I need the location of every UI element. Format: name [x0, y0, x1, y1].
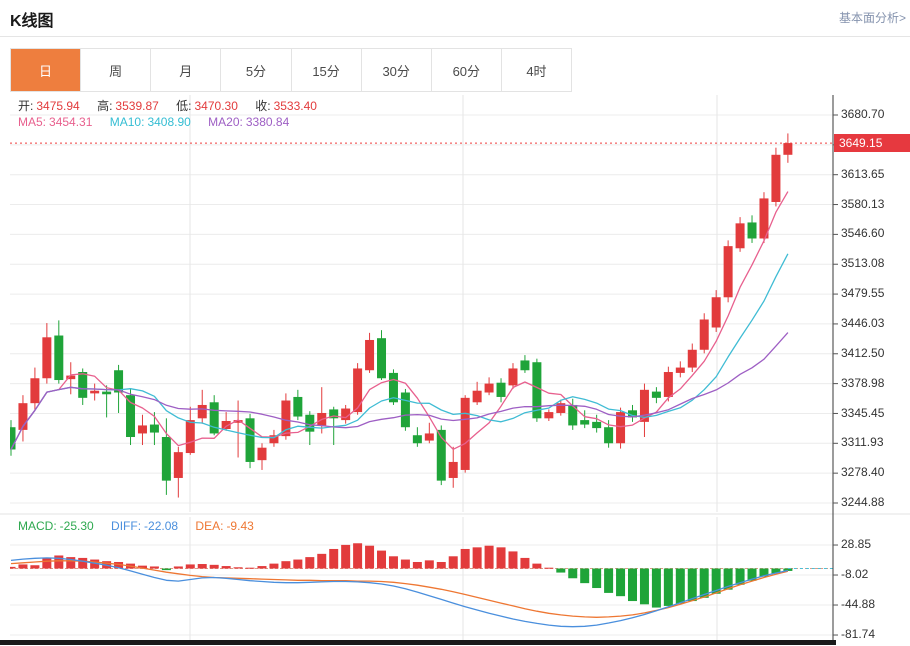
fundamental-analysis-link[interactable]: 基本面分析> [838, 11, 906, 25]
price-axis-label: 3546.60 [841, 226, 885, 241]
tab-5min[interactable]: 5分 [221, 49, 292, 91]
ma20-value: 3380.84 [245, 115, 290, 129]
ma5-value: 3454.31 [49, 115, 93, 129]
open-label: 开: [18, 99, 34, 113]
price-axis-label: 3378.98 [841, 375, 885, 390]
close-value: 3533.40 [273, 99, 317, 113]
current-price-tag: 3649.15 [834, 134, 910, 153]
tab-4hour[interactable]: 4时 [501, 49, 571, 91]
ohlc-legend: 开: 3475.94 高: 3539.87 低: 3470.30 收: 3533.40 [18, 97, 320, 114]
low-label: 低: [176, 99, 192, 113]
dea-value: -9.43 [226, 519, 254, 533]
high-value: 3539.87 [115, 99, 159, 113]
price-axis-label: 3446.03 [841, 315, 885, 330]
price-axis-label: 3513.08 [841, 256, 885, 271]
tab-week[interactable]: 周 [81, 49, 152, 91]
price-axis-label: 3278.40 [841, 465, 885, 480]
titlebar: K线图 基本面分析> [0, 0, 910, 37]
tab-day[interactable]: 日 [11, 49, 82, 91]
ma20-line [10, 332, 789, 450]
bottom-bar [0, 640, 836, 645]
ma5-line [10, 191, 789, 450]
diff-line [10, 557, 789, 628]
ma-legend: MA5: 3454.31 MA10: 3408.90 MA20: 3380.84 [18, 115, 292, 129]
ma20-label: MA20: [208, 115, 243, 129]
tab-15min[interactable]: 15分 [291, 49, 362, 91]
price-axis-label: 3412.50 [841, 345, 885, 360]
price-axis-label: 3613.65 [841, 166, 885, 181]
ma5-label: MA5: [18, 115, 47, 129]
macd-histogram [10, 543, 793, 608]
macd-axis-label: -44.88 [841, 597, 876, 611]
macd-value: -25.30 [59, 519, 94, 533]
ma10-value: 3408.90 [147, 115, 191, 129]
price-axis-label: 3311.93 [841, 435, 884, 450]
macd-axis-label: 28.85 [841, 537, 872, 551]
price-axis-label: 3680.70 [841, 107, 885, 121]
price-axis-label: 3345.45 [841, 405, 885, 420]
tab-30min[interactable]: 30分 [361, 49, 432, 91]
macd-legend: MACD: -25.30 DIFF: -22.08 DEA: -9.43 [18, 519, 257, 533]
macd-axis-label: -81.74 [841, 627, 876, 641]
price-axis-label: 3580.13 [841, 196, 885, 211]
price-axis-label: 3244.88 [841, 495, 885, 509]
period-tabs: 日周月 5分 15分 30分 60分 4时 [10, 48, 572, 92]
candles-layer [10, 133, 793, 498]
high-label: 高: [97, 99, 113, 113]
y-axis [832, 95, 838, 640]
open-value: 3475.94 [36, 99, 80, 113]
ma10-line [10, 253, 789, 450]
page-title: K线图 [10, 13, 54, 30]
diff-value: -22.08 [144, 519, 179, 533]
price-axis-label: 3479.55 [841, 286, 885, 301]
tab-60min[interactable]: 60分 [431, 49, 502, 91]
close-label: 收: [255, 99, 271, 113]
diff-label: DIFF: [111, 519, 142, 533]
macd-axis-label: -8.02 [841, 567, 869, 581]
low-value: 3470.30 [194, 99, 238, 113]
ma10-label: MA10: [109, 115, 145, 129]
dea-label: DEA: [195, 519, 224, 533]
macd-label: MACD: [18, 519, 57, 533]
tab-month[interactable]: 月 [151, 49, 222, 91]
